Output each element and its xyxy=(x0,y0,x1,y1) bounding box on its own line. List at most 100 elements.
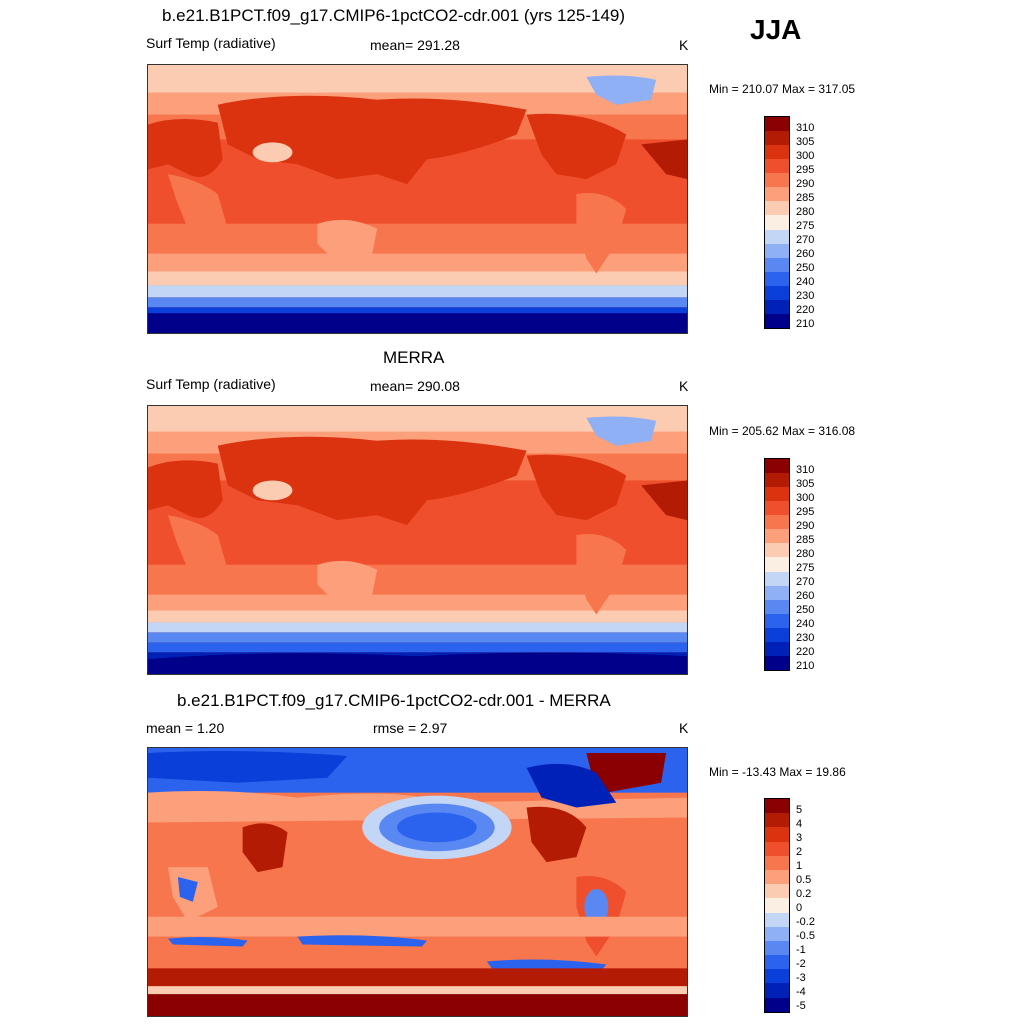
panel3-tick: -0.2 xyxy=(796,916,815,928)
colorbar-swatch xyxy=(765,313,789,328)
panel1-tick: 300 xyxy=(796,150,815,162)
panel2-variable-label: Surf Temp (radiative) xyxy=(146,376,276,392)
colorbar-swatch xyxy=(765,229,789,244)
colorbar-swatch xyxy=(765,841,789,856)
panel2-units: K xyxy=(679,378,689,394)
panel3-tick: 1 xyxy=(796,860,803,872)
colorbar-swatch xyxy=(765,627,789,642)
panel3-tick: -0.5 xyxy=(796,930,815,942)
panel1-tick: 310 xyxy=(796,122,815,134)
colorbar-swatch xyxy=(765,159,789,174)
colorbar-swatch xyxy=(765,515,789,530)
colorbar-swatch xyxy=(765,487,789,502)
panel2-tick: 230 xyxy=(796,632,815,644)
colorbar-swatch xyxy=(765,131,789,146)
panel2-tick: 280 xyxy=(796,548,815,560)
colorbar-swatch xyxy=(765,940,789,956)
panel3-tick: -1 xyxy=(796,944,806,956)
panel3-tick: 0.5 xyxy=(796,874,812,886)
colorbar-swatch xyxy=(765,459,789,474)
colorbar-swatch xyxy=(765,599,789,614)
colorbar-swatch xyxy=(765,187,789,202)
colorbar-swatch xyxy=(765,799,789,814)
colorbar-swatch xyxy=(765,557,789,572)
colorbar-swatch xyxy=(765,983,789,998)
colorbar-swatch xyxy=(765,912,789,927)
colorbar-swatch xyxy=(765,884,789,899)
colorbar-swatch xyxy=(765,501,789,516)
colorbar-swatch xyxy=(765,813,789,828)
panel3-tick: -2 xyxy=(796,958,806,970)
panel1-tick: 280 xyxy=(796,206,815,218)
panel1-tick: 240 xyxy=(796,276,815,288)
colorbar-swatch xyxy=(765,117,789,132)
panel2-tick: 240 xyxy=(796,618,815,630)
panel2-tick: 270 xyxy=(796,576,815,588)
colorbar-swatch xyxy=(765,243,789,258)
panel1-title: b.e21.B1PCT.f09_g17.CMIP6-1pctCO2-cdr.00… xyxy=(162,6,626,25)
colorbar-swatch xyxy=(765,285,789,300)
panel1-tick: 285 xyxy=(796,192,815,204)
colorbar-swatch xyxy=(765,955,789,970)
colorbar-swatch xyxy=(765,201,789,216)
panel1-tick: 210 xyxy=(796,318,815,330)
panel3-tick: 0 xyxy=(796,902,803,914)
season-label: JJA xyxy=(750,14,802,45)
colorbar-swatch xyxy=(765,869,789,885)
panel3-mean-label: mean = 1.20 xyxy=(146,720,225,736)
panel2-tick: 260 xyxy=(796,590,815,602)
panel3-tick: 4 xyxy=(796,818,803,830)
colorbar-swatch xyxy=(765,969,789,984)
panel1-units: K xyxy=(679,37,689,53)
colorbar-swatch xyxy=(765,855,789,870)
panel3-units: K xyxy=(679,720,689,736)
panel2-minmax: Min = 205.62 Max = 316.08 xyxy=(709,424,856,438)
panel2-tick: 290 xyxy=(796,520,815,532)
panel3-tick: 5 xyxy=(796,804,803,816)
colorbar-swatch xyxy=(765,898,789,913)
panel2-map xyxy=(147,405,688,675)
panel1-tick: 275 xyxy=(796,220,815,232)
panel3-rmse-label: rmse = 2.97 xyxy=(373,720,448,736)
panel3-tick: 0.2 xyxy=(796,888,812,900)
panel3-title: b.e21.B1PCT.f09_g17.CMIP6-1pctCO2-cdr.00… xyxy=(177,691,611,710)
colorbar-swatch xyxy=(765,926,789,941)
panel3-colorbar xyxy=(764,798,790,1013)
panel2-tick: 220 xyxy=(796,646,815,658)
colorbar-swatch xyxy=(765,827,789,842)
panel3-tick: 2 xyxy=(796,846,803,858)
panel2-mean-label: mean= 290.08 xyxy=(370,378,460,394)
panel3-tick: -3 xyxy=(796,972,806,984)
panel2-tick: 305 xyxy=(796,478,815,490)
colorbar-swatch xyxy=(765,299,789,314)
panel2-tick: 250 xyxy=(796,604,815,616)
colorbar-swatch xyxy=(765,145,789,160)
panel1-mean-label: mean= 291.28 xyxy=(370,37,460,53)
colorbar-swatch xyxy=(765,271,789,286)
panel2-tick: 300 xyxy=(796,492,815,504)
panel3-tick: 3 xyxy=(796,832,803,844)
panel2-tick: 210 xyxy=(796,660,815,672)
panel3-tick: -4 xyxy=(796,986,806,998)
panel1-tick: 220 xyxy=(796,304,815,316)
panel1-tick: 250 xyxy=(796,262,815,274)
panel2-tick: 295 xyxy=(796,506,815,518)
colorbar-swatch xyxy=(765,571,789,586)
panel1-tick: 260 xyxy=(796,248,815,260)
colorbar-swatch xyxy=(765,173,789,188)
panel1-map xyxy=(147,64,688,334)
colorbar-swatch xyxy=(765,641,789,656)
panel1-minmax: Min = 210.07 Max = 317.05 xyxy=(709,82,856,96)
panel3-tick: -5 xyxy=(796,1000,806,1012)
panel2-tick: 275 xyxy=(796,562,815,574)
panel2-tick: 285 xyxy=(796,534,815,546)
panel1-tick: 305 xyxy=(796,136,815,148)
colorbar-swatch xyxy=(765,529,789,544)
panel1-tick: 230 xyxy=(796,290,815,302)
panel1-tick: 270 xyxy=(796,234,815,246)
colorbar-swatch xyxy=(765,215,789,230)
panel2-tick: 310 xyxy=(796,464,815,476)
panel1-colorbar xyxy=(764,116,790,329)
panel1-variable-label: Surf Temp (radiative) xyxy=(146,35,276,51)
colorbar-swatch xyxy=(765,257,789,272)
